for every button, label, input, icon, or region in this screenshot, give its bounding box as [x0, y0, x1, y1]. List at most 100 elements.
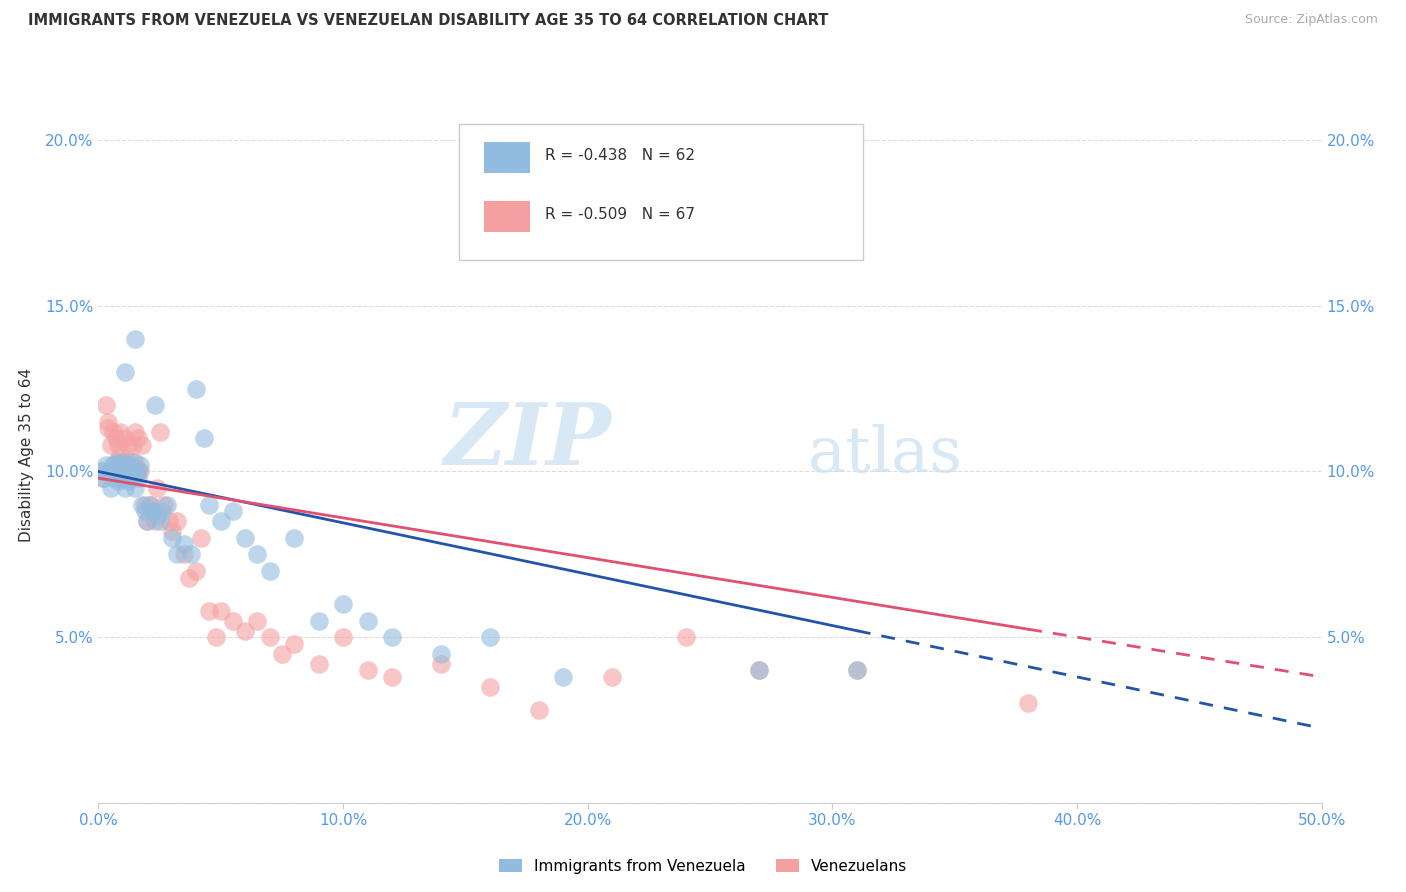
Point: [124, 454, 146, 468]
Point: [104, 454, 127, 468]
Legend: Immigrants from Venezuela, Venezuelans: Immigrants from Venezuela, Venezuelans: [492, 853, 914, 880]
Point: [139, 498, 162, 512]
Point: [101, 458, 124, 472]
Point: [136, 514, 159, 528]
Point: [90, 465, 112, 479]
Point: [356, 663, 378, 677]
Point: [100, 481, 122, 495]
Text: IMMIGRANTS FROM VENEZUELA VS VENEZUELAN DISABILITY AGE 35 TO 64 CORRELATION CHAR: IMMIGRANTS FROM VENEZUELA VS VENEZUELAN …: [28, 13, 828, 29]
Point: [246, 547, 269, 561]
Point: [553, 670, 575, 684]
Point: [114, 481, 136, 495]
Point: [136, 514, 159, 528]
FancyBboxPatch shape: [460, 125, 863, 260]
Point: [131, 498, 153, 512]
Point: [149, 425, 172, 439]
Point: [97, 465, 120, 479]
Point: [430, 647, 453, 661]
Point: [173, 547, 195, 561]
Point: [233, 531, 256, 545]
Point: [114, 431, 136, 445]
Point: [100, 465, 122, 479]
Point: [180, 547, 202, 561]
Point: [120, 458, 142, 472]
Point: [308, 614, 330, 628]
Bar: [484, 201, 530, 232]
Point: [139, 498, 162, 512]
Point: [129, 465, 152, 479]
Point: [104, 465, 127, 479]
Point: [101, 458, 124, 472]
Point: [100, 465, 122, 479]
Point: [186, 382, 208, 396]
Point: [186, 564, 208, 578]
Point: [332, 597, 354, 611]
Point: [90, 465, 112, 479]
Point: [166, 514, 188, 528]
Point: [111, 465, 134, 479]
Point: [107, 454, 129, 468]
Point: [129, 458, 152, 472]
Point: [270, 647, 294, 661]
Text: ZIP: ZIP: [444, 400, 612, 483]
Point: [308, 657, 330, 671]
Point: [381, 630, 404, 644]
Point: [111, 465, 134, 479]
Point: [143, 514, 166, 528]
Point: [160, 531, 183, 545]
Point: [146, 508, 169, 522]
Point: [104, 431, 127, 445]
Point: [111, 454, 134, 468]
Point: [156, 498, 179, 512]
Point: [121, 465, 143, 479]
Point: [205, 630, 228, 644]
Point: [117, 454, 139, 468]
Point: [259, 564, 281, 578]
Point: [153, 498, 176, 512]
Point: [233, 624, 256, 638]
Point: [143, 398, 166, 412]
Point: [104, 465, 127, 479]
Point: [246, 614, 269, 628]
Point: [127, 465, 149, 479]
Point: [146, 481, 169, 495]
Point: [110, 425, 132, 439]
Point: [209, 514, 232, 528]
Point: [107, 438, 129, 452]
Y-axis label: Disability Age 35 to 64: Disability Age 35 to 64: [20, 368, 34, 542]
Point: [166, 547, 188, 561]
Point: [381, 670, 404, 684]
Point: [173, 537, 195, 551]
Point: [120, 458, 142, 472]
Point: [222, 504, 245, 518]
Point: [111, 471, 134, 485]
Point: [332, 630, 354, 644]
Point: [134, 504, 156, 518]
Point: [94, 458, 117, 472]
Point: [127, 471, 149, 485]
Point: [1017, 697, 1039, 711]
Point: [356, 614, 378, 628]
Point: [478, 680, 501, 694]
Point: [120, 465, 142, 479]
Point: [197, 604, 219, 618]
Point: [114, 465, 136, 479]
Point: [177, 570, 200, 584]
Point: [110, 448, 132, 462]
Point: [748, 663, 770, 677]
Point: [748, 663, 770, 677]
Point: [91, 471, 114, 485]
Point: [190, 531, 212, 545]
Point: [141, 504, 163, 518]
Point: [478, 630, 501, 644]
Point: [127, 431, 149, 445]
Point: [131, 438, 153, 452]
Point: [124, 425, 146, 439]
Point: [149, 514, 172, 528]
Point: [114, 365, 136, 379]
Point: [259, 630, 281, 644]
Point: [94, 398, 117, 412]
Point: [283, 531, 305, 545]
Point: [111, 471, 134, 485]
Point: [141, 504, 163, 518]
